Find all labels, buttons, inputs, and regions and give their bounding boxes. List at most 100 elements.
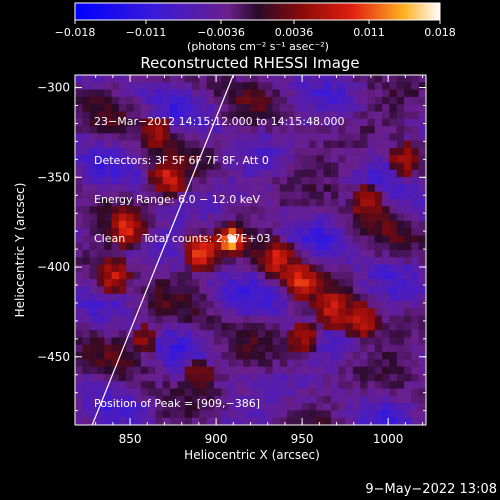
heatmap-cell — [279, 271, 288, 280]
heatmap-cell — [272, 96, 281, 105]
heatmap-cell — [345, 198, 354, 207]
heatmap-cell — [323, 293, 332, 302]
heatmap-cell — [330, 118, 339, 127]
heatmap-cell — [126, 293, 134, 302]
heatmap-cell — [250, 293, 259, 302]
heatmap-cell — [184, 330, 193, 338]
heatmap-cell — [133, 359, 142, 367]
heatmap-cell — [287, 169, 295, 178]
heatmap-cell — [250, 133, 259, 141]
heatmap-cell — [287, 184, 295, 192]
heatmap-cell — [279, 96, 288, 105]
heatmap-cell — [221, 322, 229, 331]
heatmap-cell — [301, 366, 310, 375]
heatmap-cell — [309, 417, 317, 425]
heatmap-cell — [243, 417, 251, 425]
heatmap-cell — [170, 169, 178, 178]
heatmap-cell — [213, 308, 222, 316]
heatmap-cell — [265, 388, 273, 397]
heatmap-cell — [411, 301, 419, 309]
heatmap-cell — [104, 82, 112, 90]
heatmap-cell — [338, 366, 346, 375]
heatmap-cell — [111, 162, 120, 171]
heatmap-cell — [301, 344, 310, 353]
heatmap-cell — [162, 410, 171, 419]
heatmap-cell — [411, 315, 419, 324]
heatmap-cell — [75, 315, 83, 324]
heatmap-cell — [279, 155, 288, 163]
heatmap-cell — [418, 315, 426, 324]
heatmap-cell — [162, 403, 171, 411]
heatmap-cell — [367, 373, 376, 382]
heatmap-cell — [199, 162, 207, 171]
heatmap-cell — [89, 286, 98, 295]
heatmap-cell — [140, 279, 149, 287]
heatmap-cell — [192, 118, 200, 127]
heatmap-cell — [301, 96, 310, 105]
heatmap-cell — [133, 315, 142, 324]
heatmap-cell — [155, 96, 164, 105]
heatmap-cell — [213, 279, 222, 287]
heatmap-cell — [374, 177, 383, 185]
colorbar-unit-label: (photons cm⁻² s⁻¹ asec⁻²) — [187, 40, 329, 53]
heatmap-cell — [301, 352, 310, 360]
heatmap-cell — [126, 373, 134, 382]
heatmap-cell — [367, 388, 376, 397]
heatmap-cell — [177, 118, 185, 127]
heatmap-cell — [170, 373, 178, 382]
heatmap-cell — [75, 388, 83, 397]
heatmap-cell — [111, 191, 120, 200]
heatmap-cell — [148, 126, 156, 134]
heatmap-cell — [272, 344, 281, 353]
heatmap-cell — [338, 228, 346, 236]
heatmap-cell — [404, 293, 412, 302]
heatmap-cell — [140, 344, 149, 353]
heatmap-cell — [148, 162, 156, 171]
heatmap-cell — [411, 213, 419, 222]
heatmap-cell — [228, 359, 237, 367]
heatmap-cell — [96, 162, 105, 171]
heatmap-cell — [309, 89, 317, 98]
heatmap-cell — [89, 330, 98, 338]
heatmap-cell — [96, 89, 105, 98]
heatmap-cell — [89, 344, 98, 353]
heatmap-cell — [352, 147, 361, 156]
heatmap-cell — [382, 242, 390, 251]
heatmap-cell — [309, 228, 317, 236]
heatmap-cell — [265, 315, 273, 324]
heatmap-cell — [148, 330, 156, 338]
heatmap-cell — [374, 337, 383, 346]
heatmap-cell — [184, 403, 193, 411]
heatmap-cell — [96, 315, 105, 324]
heatmap-cell — [82, 118, 90, 127]
heatmap-cell — [162, 337, 171, 346]
heatmap-cell — [104, 111, 112, 120]
heatmap-cell — [279, 191, 288, 200]
heatmap-cell — [148, 206, 156, 214]
heatmap-cell — [367, 191, 376, 200]
heatmap-cell — [89, 184, 98, 192]
heatmap-cell — [367, 118, 376, 127]
heatmap-cell — [411, 228, 419, 236]
heatmap-cell — [111, 308, 120, 316]
heatmap-cell — [389, 89, 398, 98]
heatmap-cell — [155, 403, 164, 411]
heatmap-cell — [345, 410, 354, 419]
heatmap-cell — [133, 381, 142, 389]
heatmap-cell — [235, 410, 244, 419]
heatmap-cell — [250, 169, 259, 178]
heatmap-cell — [316, 198, 324, 207]
heatmap-cell — [279, 359, 288, 367]
heatmap-cell — [352, 381, 361, 389]
heatmap-cell — [243, 271, 251, 280]
heatmap-cell — [228, 228, 237, 236]
heatmap-cell — [330, 388, 339, 397]
heatmap-cell — [389, 242, 398, 251]
heatmap-cell — [155, 140, 164, 149]
heatmap-cell — [184, 184, 193, 192]
heatmap-cell — [418, 206, 426, 214]
heatmap-cell — [206, 410, 215, 419]
heatmap-cell — [118, 403, 127, 411]
heatmap-cell — [323, 162, 332, 171]
